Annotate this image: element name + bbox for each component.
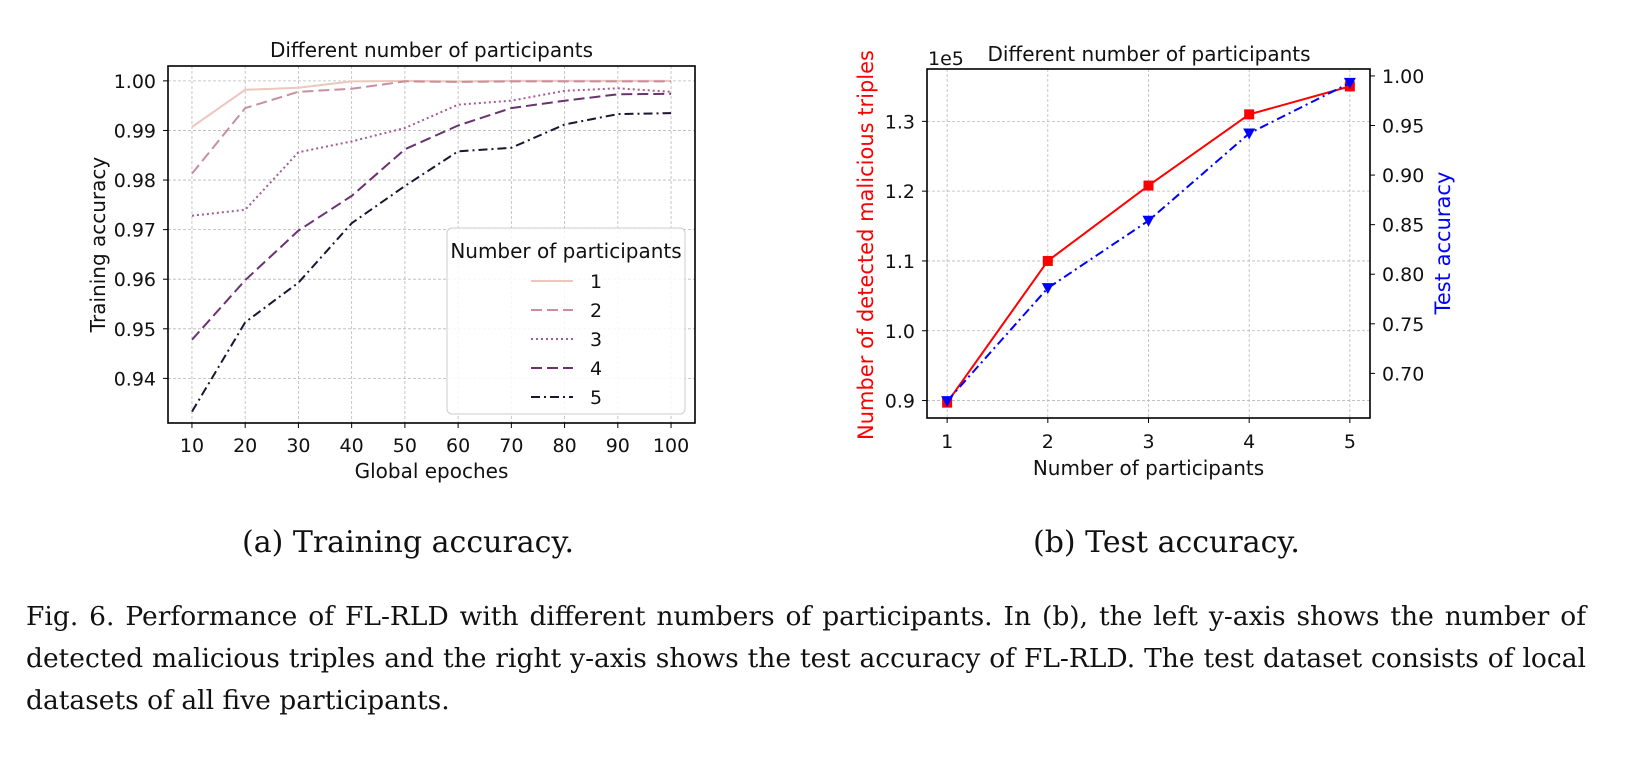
figure: 10 20 30 40 50 60 70 80 90 1000.940.950.960.970.9… bbox=[86, 38, 1455, 483]
figure-caption: Fig. 6. Performance of FL-RLD with diffe… bbox=[26, 601, 1586, 716]
marker-square bbox=[1042, 255, 1053, 266]
marker-triangle bbox=[941, 396, 954, 408]
subcaption-a: (a) Training accuracy. bbox=[242, 525, 574, 560]
series-line-4 bbox=[191, 92, 672, 341]
chart-title: Different number of participants bbox=[987, 42, 1310, 66]
series-line-5 bbox=[191, 112, 672, 413]
x-tick-label: 10 bbox=[180, 435, 204, 457]
subcaption-b: (b) Test accuracy. bbox=[1033, 525, 1300, 560]
plot-frame bbox=[167, 65, 696, 424]
legend-label-1: 1 bbox=[590, 271, 602, 293]
y-right-tick-label: 0.75 bbox=[1382, 314, 1424, 336]
x-tick-label: 70 bbox=[499, 435, 523, 457]
marker-triangle bbox=[1243, 128, 1256, 140]
marker-triangle bbox=[1041, 283, 1054, 295]
x-tick-label: 30 bbox=[286, 435, 310, 457]
chart-training-accuracy: 10 20 30 40 50 60 70 80 90 100 0.94 0.95 0.96 0.97 0.9… bbox=[86, 38, 696, 483]
legend-label-2: 2 bbox=[590, 300, 602, 322]
y-tick-label: 1.00 bbox=[114, 71, 156, 93]
x-tick-label: 80 bbox=[552, 435, 576, 457]
y-right-tick-label: 0.70 bbox=[1382, 363, 1424, 385]
x-tick-label: 2 bbox=[1042, 431, 1054, 453]
y-right-tick-label: 0.90 bbox=[1382, 165, 1424, 187]
y-tick-label: 0.98 bbox=[114, 170, 156, 192]
legend-label-3: 3 bbox=[590, 329, 602, 351]
y-right-axis-label: Test accuracy bbox=[1431, 172, 1455, 316]
series-line-1 bbox=[191, 79, 671, 128]
y-right-tick-label: 1.00 bbox=[1382, 66, 1424, 88]
y-offset-label: 1e5 bbox=[928, 48, 964, 70]
y-tick-label: 0.96 bbox=[114, 269, 156, 291]
y-tick-label: 0.99 bbox=[114, 120, 156, 142]
marker-triangle bbox=[1343, 77, 1356, 89]
x-tick-label: 4 bbox=[1243, 431, 1255, 453]
y-right-tick-label: 0.95 bbox=[1382, 116, 1424, 138]
legend-title: Number of participants bbox=[450, 239, 681, 263]
x-tick-label: 40 bbox=[340, 435, 364, 457]
y-axis-label: Training accuracy bbox=[86, 157, 110, 334]
x-tick-label: 20 bbox=[233, 435, 257, 457]
marker-square bbox=[1244, 109, 1255, 120]
x-tick-label: 5 bbox=[1344, 431, 1356, 453]
y-left-tick-label: 0.9 bbox=[885, 391, 915, 413]
y-left-tick-label: 1.0 bbox=[885, 321, 915, 343]
x-tick-label: 100 bbox=[653, 435, 689, 457]
x-tick-label: 3 bbox=[1142, 431, 1154, 453]
x-tick-label: 60 bbox=[446, 435, 470, 457]
legend: Number of participants 1 2 3 4 5 bbox=[446, 227, 686, 415]
y-tick-label: 0.94 bbox=[114, 368, 156, 390]
x-tick-label: 1 bbox=[941, 431, 953, 453]
y-right-tick-label: 0.85 bbox=[1382, 215, 1424, 237]
series-line-2 bbox=[191, 80, 671, 175]
y-left-tick-label: 1.3 bbox=[885, 111, 915, 133]
series-line-3 bbox=[191, 87, 672, 217]
x-axis-label: Global epoches bbox=[355, 459, 509, 483]
plot-frame bbox=[926, 68, 1371, 419]
y-left-tick-label: 1.2 bbox=[885, 181, 915, 203]
y-right-tick-label: 0.80 bbox=[1382, 264, 1424, 286]
x-tick-label: 50 bbox=[393, 435, 417, 457]
marker-square bbox=[1143, 180, 1154, 191]
y-tick-label: 0.95 bbox=[114, 319, 156, 341]
y-tick-label: 0.97 bbox=[114, 220, 156, 242]
x-tick-label: 90 bbox=[606, 435, 630, 457]
y-left-axis-label: Number of detected malicious triples bbox=[854, 50, 878, 440]
chart-title: Different number of participants bbox=[270, 38, 593, 62]
marker-triangle bbox=[1142, 215, 1155, 227]
legend-label-5: 5 bbox=[590, 387, 602, 409]
legend-label-4: 4 bbox=[590, 358, 602, 380]
chart-test-accuracy: 1 2 3 4 5 0.9 1.0 1.1 1.2 1.3 0.70 0.75 0.80 0.85 0.90… bbox=[854, 42, 1455, 480]
y-left-tick-label: 1.1 bbox=[885, 251, 915, 273]
x-axis-label: Number of participants bbox=[1033, 456, 1264, 480]
legend-box bbox=[446, 227, 686, 415]
